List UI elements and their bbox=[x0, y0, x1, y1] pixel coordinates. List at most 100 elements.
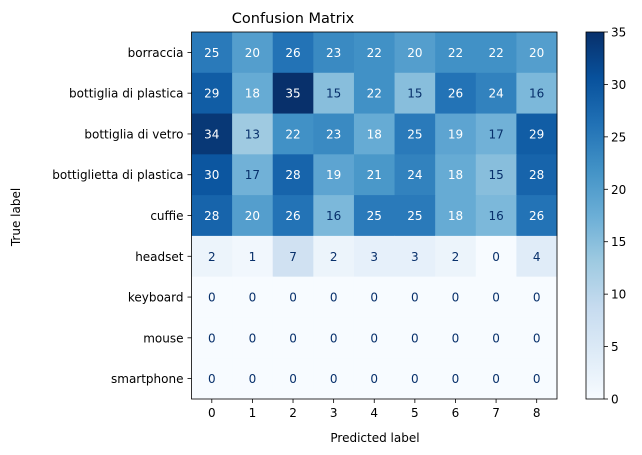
heatmap-cell bbox=[475, 32, 517, 74]
cell-value-label: 0 bbox=[452, 291, 460, 305]
heatmap-cell bbox=[313, 358, 355, 400]
cell-value-label: 15 bbox=[326, 87, 341, 101]
cell-value-label: 28 bbox=[285, 168, 300, 182]
x-tick-label: 8 bbox=[533, 406, 541, 420]
cell-value-label: 25 bbox=[367, 209, 382, 223]
heatmap-cell bbox=[232, 32, 274, 74]
heatmap-cell bbox=[191, 72, 233, 115]
heatmap-cell bbox=[394, 317, 436, 359]
cell-value-label: 17 bbox=[245, 168, 260, 182]
heatmap-cell bbox=[435, 276, 477, 318]
x-tick-label: 7 bbox=[492, 406, 500, 420]
y-tick-label: bottiglia di plastica bbox=[69, 87, 183, 101]
heatmap-cell bbox=[272, 72, 314, 115]
heatmap-cell bbox=[516, 235, 558, 278]
heatmap-cell bbox=[435, 235, 477, 278]
cell-value-label: 0 bbox=[370, 372, 378, 386]
cell-value-label: 20 bbox=[407, 46, 422, 60]
heatmap-cell bbox=[272, 235, 314, 278]
colorbar-tick-label: 0 bbox=[611, 393, 619, 407]
cell-value-label: 0 bbox=[492, 372, 500, 386]
y-tick-label: borraccia bbox=[128, 46, 184, 60]
cell-value-label: 23 bbox=[326, 46, 341, 60]
x-tick-label: 3 bbox=[330, 406, 338, 420]
cell-value-label: 30 bbox=[204, 168, 219, 182]
heatmap-cell bbox=[353, 276, 396, 318]
heatmap-cell bbox=[272, 113, 314, 155]
heatmap-cell bbox=[394, 195, 436, 237]
cell-value-label: 18 bbox=[367, 127, 382, 141]
y-tick-label: keyboard bbox=[128, 291, 184, 305]
cell-value-label: 2 bbox=[452, 250, 460, 264]
heatmap-cell bbox=[516, 113, 558, 155]
heatmap-cell bbox=[475, 317, 517, 359]
colorbar-tick-label: 30 bbox=[611, 78, 626, 92]
heatmap-cell bbox=[272, 195, 314, 237]
y-tick-label: headset bbox=[135, 250, 184, 264]
cell-value-label: 3 bbox=[370, 250, 378, 264]
heatmap-cell bbox=[191, 276, 233, 318]
cell-value-label: 24 bbox=[488, 87, 503, 101]
heatmap-cell bbox=[191, 195, 233, 237]
cell-value-label: 18 bbox=[245, 87, 260, 101]
heatmap-cell bbox=[516, 317, 558, 359]
cell-value-label: 1 bbox=[249, 250, 257, 264]
cell-value-label: 0 bbox=[249, 372, 257, 386]
cell-value-label: 0 bbox=[249, 291, 257, 305]
cell-value-label: 0 bbox=[492, 331, 500, 345]
cell-value-label: 24 bbox=[407, 168, 422, 182]
heatmap-cell bbox=[394, 358, 436, 400]
cell-value-label: 0 bbox=[208, 291, 216, 305]
colorbar: 0 5 10 15 20 25 30 35 bbox=[585, 26, 626, 407]
heatmap-cell bbox=[353, 195, 396, 237]
cell-value-label: 18 bbox=[448, 168, 463, 182]
cell-value-label: 0 bbox=[411, 291, 419, 305]
cell-value-label: 0 bbox=[330, 372, 338, 386]
cell-value-label: 26 bbox=[285, 46, 300, 60]
cell-value-label: 0 bbox=[370, 291, 378, 305]
heatmap-cell bbox=[516, 72, 558, 115]
heatmap-cell bbox=[313, 276, 355, 318]
heatmap-cell bbox=[272, 358, 314, 400]
cell-value-label: 0 bbox=[452, 372, 460, 386]
cell-value-label: 0 bbox=[330, 331, 338, 345]
heatmap-cell bbox=[435, 358, 477, 400]
colorbar-tick-label: 15 bbox=[611, 235, 626, 249]
cell-value-label: 0 bbox=[249, 331, 257, 345]
cell-value-label: 0 bbox=[533, 372, 541, 386]
heatmap-cell bbox=[313, 113, 355, 155]
cell-value-label: 0 bbox=[411, 372, 419, 386]
cell-value-label: 0 bbox=[533, 331, 541, 345]
cell-value-label: 22 bbox=[367, 87, 382, 101]
heatmap-cell bbox=[313, 154, 355, 196]
heatmap-cell bbox=[516, 195, 558, 237]
cell-value-label: 0 bbox=[370, 331, 378, 345]
cell-value-label: 25 bbox=[204, 46, 219, 60]
heatmap-cell bbox=[313, 317, 355, 359]
cell-value-label: 0 bbox=[289, 331, 297, 345]
cell-value-label: 26 bbox=[285, 209, 300, 223]
cell-value-label: 0 bbox=[533, 291, 541, 305]
heatmap-cell bbox=[475, 195, 517, 237]
cell-value-label: 22 bbox=[285, 127, 300, 141]
heatmap-cell bbox=[516, 154, 558, 196]
cell-value-label: 18 bbox=[448, 209, 463, 223]
cell-value-label: 26 bbox=[529, 209, 544, 223]
y-tick-label: bottiglia di vetro bbox=[84, 127, 183, 141]
heatmap-cell bbox=[394, 113, 436, 155]
heatmap-cell bbox=[475, 235, 517, 278]
y-tick-label: bottiglietta di plastica bbox=[52, 168, 183, 182]
heatmap-cell bbox=[232, 235, 274, 278]
cell-value-label: 21 bbox=[367, 168, 382, 182]
y-tick-label: smartphone bbox=[111, 372, 184, 386]
heatmap-cell bbox=[516, 358, 558, 400]
cell-value-label: 0 bbox=[289, 291, 297, 305]
colorbar-tick-label: 10 bbox=[611, 288, 626, 302]
heatmap-cell bbox=[516, 276, 558, 318]
heatmap-cell bbox=[232, 317, 274, 359]
heatmap-cell bbox=[272, 276, 314, 318]
cell-value-label: 22 bbox=[367, 46, 382, 60]
heatmap-cell bbox=[313, 195, 355, 237]
